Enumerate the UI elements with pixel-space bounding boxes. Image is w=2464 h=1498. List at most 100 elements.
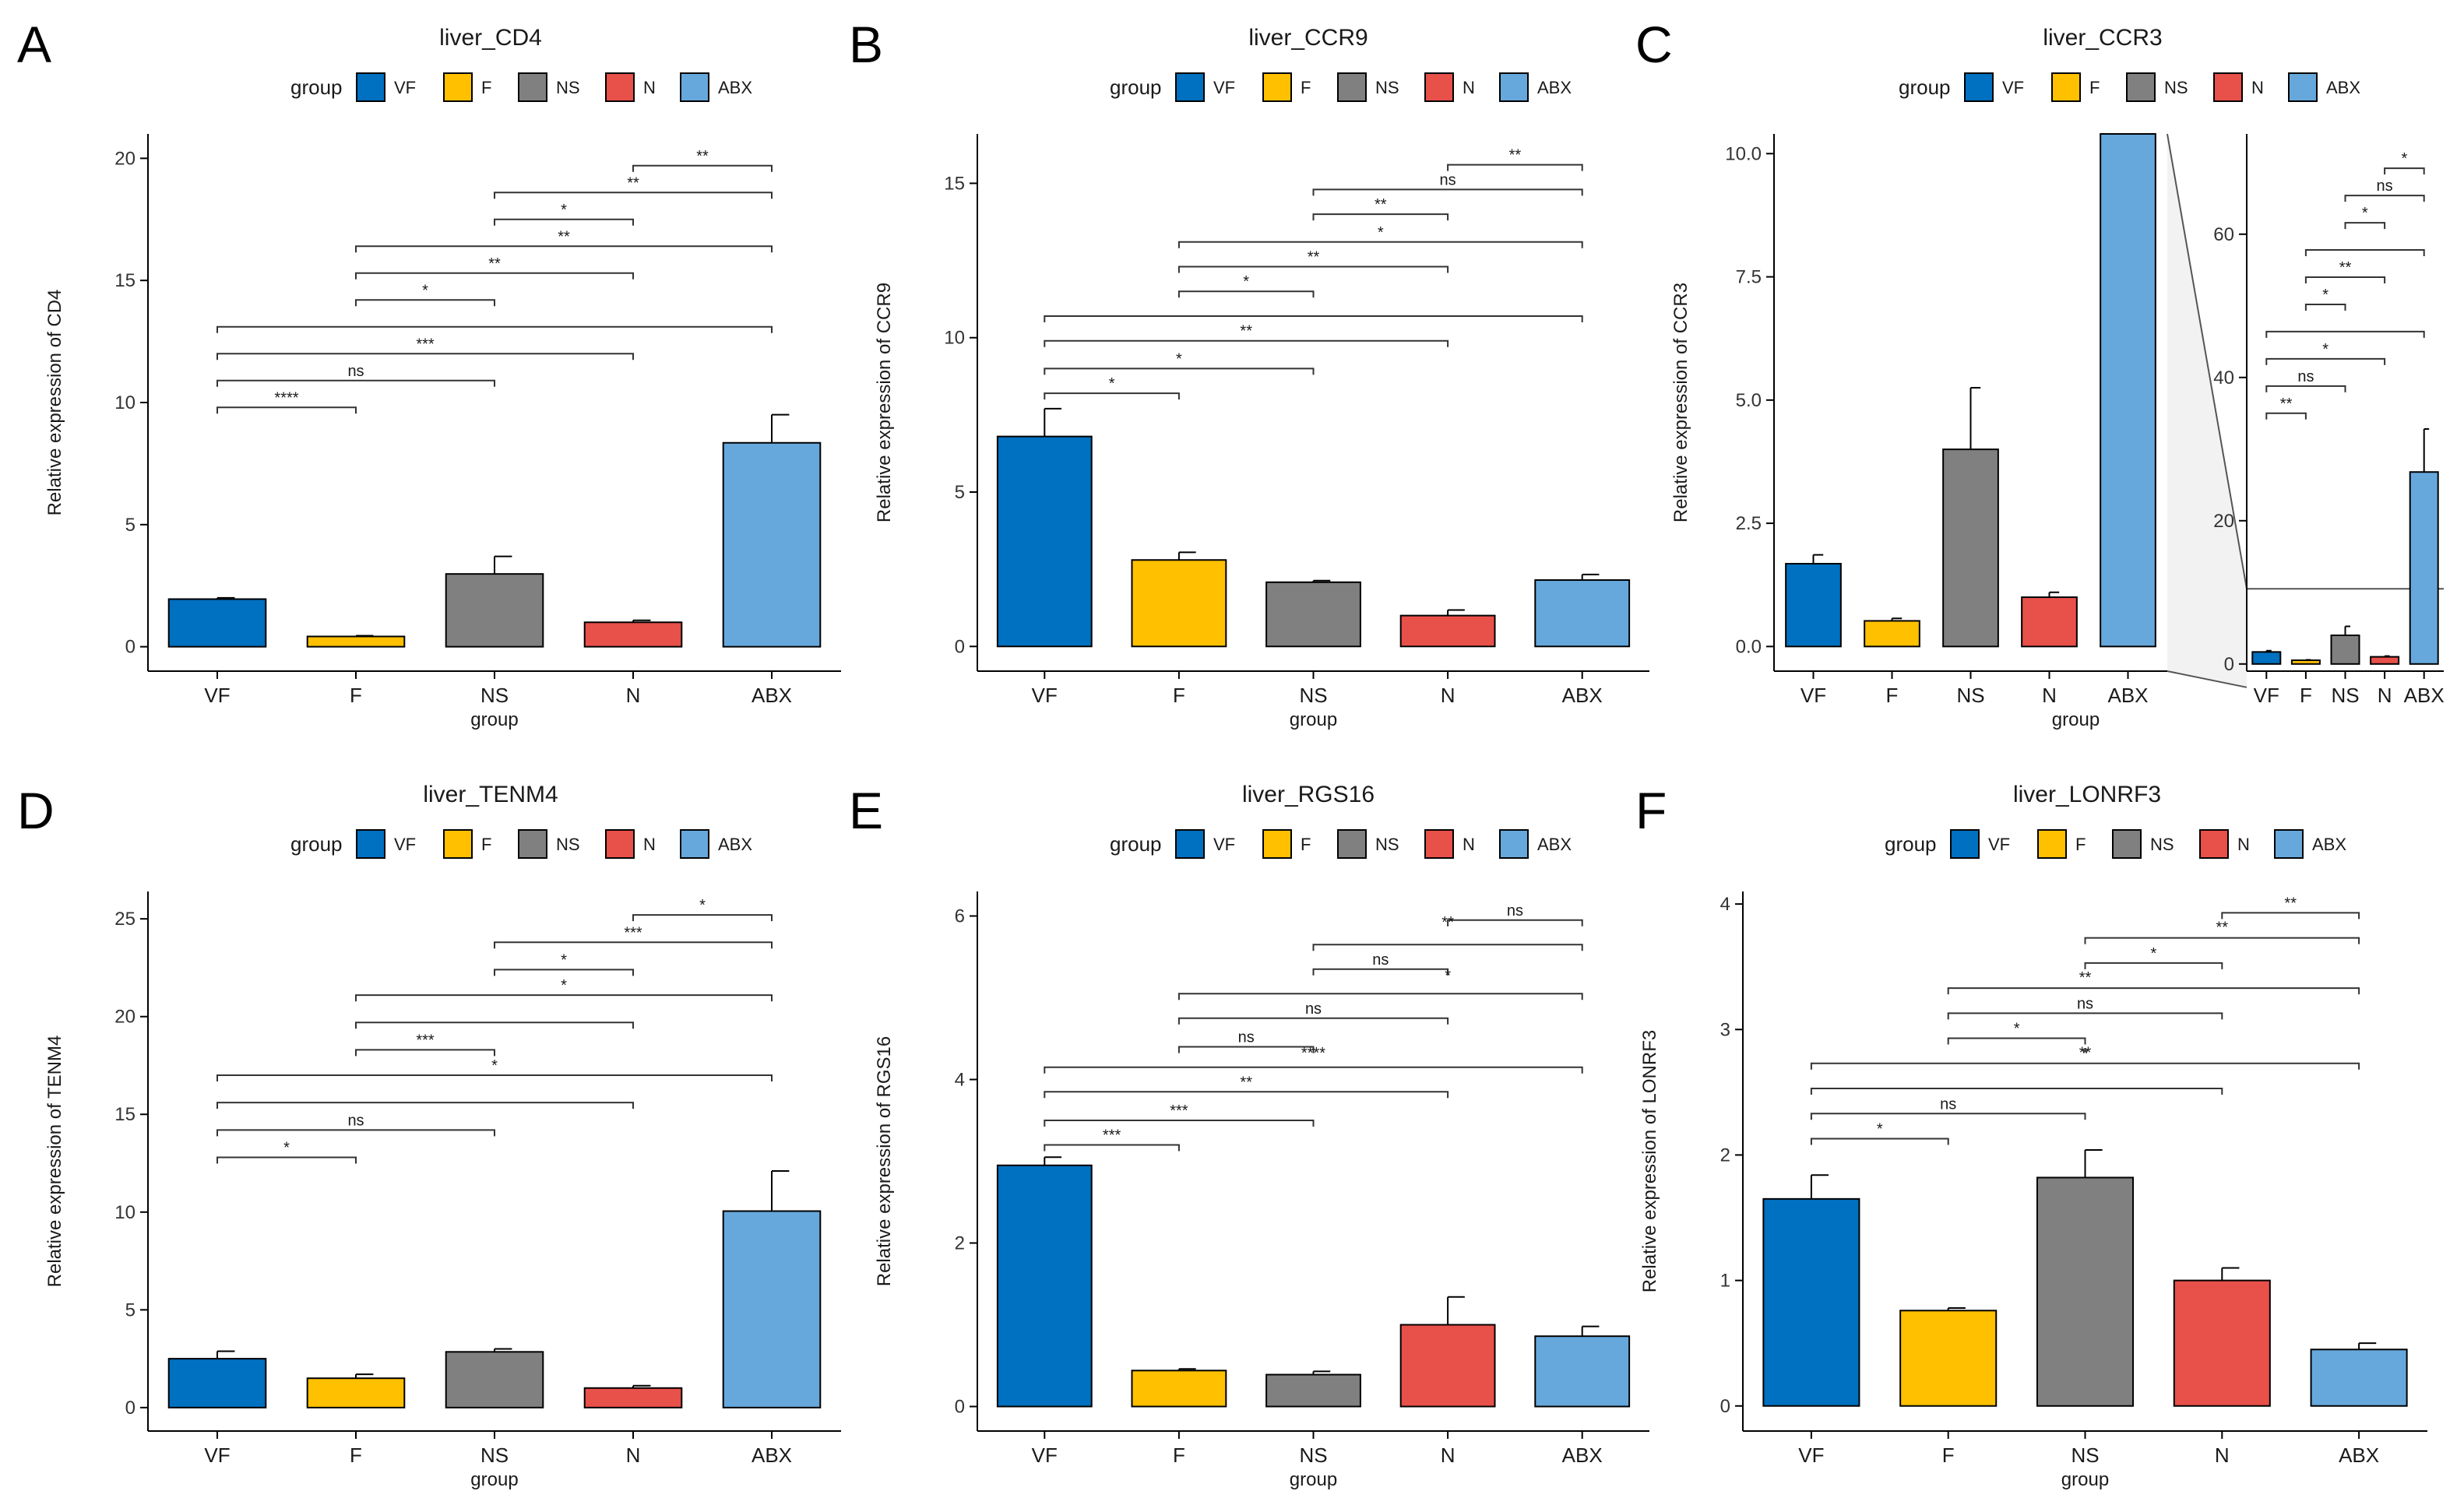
- error-bar-vf: [1812, 554, 1824, 564]
- x-tick-label-ns: NS: [2071, 1443, 2099, 1467]
- y-tick-label: 6: [955, 906, 965, 927]
- significance-bracket: [1312, 944, 1583, 951]
- legend-label-vf: VF: [394, 78, 416, 97]
- significance-label: *: [2151, 945, 2157, 962]
- panel-letter-A: A: [17, 16, 51, 73]
- significance-bracket: [2221, 912, 2360, 920]
- bar-vf: [167, 1358, 267, 1408]
- significance-bracket: [216, 1156, 357, 1164]
- significance-bracket: [1044, 1144, 1180, 1152]
- x-tick-label-vf: VF: [1800, 684, 1826, 707]
- legend-swatch-f: [443, 72, 473, 102]
- x-tick-label-f: F: [1173, 684, 1185, 707]
- significance-bracket: [2265, 412, 2307, 420]
- x-tick-label-vf: VF: [204, 1443, 230, 1467]
- legend-title: group: [290, 832, 343, 856]
- bar-n: [2370, 656, 2400, 665]
- x-tick-label-abx: ABX: [1562, 1443, 1603, 1467]
- x-tick-label-ns: NS: [480, 684, 509, 707]
- y-axis-title: Relative expression of CCR3: [1670, 283, 1691, 522]
- x-tick-label-vf: VF: [1798, 1443, 1824, 1467]
- y-axis-title: Relative expression of RGS16: [874, 1036, 895, 1287]
- error-bar-vf: [2265, 649, 2272, 652]
- y-axis-title: Relative expression of LONRF3: [1639, 1030, 1660, 1292]
- legend-swatch-vf: [356, 72, 385, 102]
- significance-label: *: [561, 951, 567, 969]
- significance-bracket: [2304, 249, 2425, 257]
- legend-swatch-vf: [1964, 72, 1994, 102]
- significance-label: *: [1877, 1120, 1883, 1138]
- y-tick-label: 60: [2213, 224, 2234, 245]
- legend-swatch-vf: [1175, 829, 1205, 859]
- legend-swatch-abx: [680, 829, 709, 859]
- significance-bracket: [2265, 357, 2386, 365]
- error-bar-ns: [1969, 387, 1981, 450]
- x-tick-label-f: F: [1886, 684, 1899, 707]
- significance-bracket: [494, 192, 773, 199]
- legend-label-f: F: [1301, 78, 1311, 97]
- legend-label-n: N: [2237, 835, 2250, 854]
- x-axis-title: group: [470, 1469, 518, 1490]
- x-tick-label-abx: ABX: [2404, 684, 2445, 707]
- legend-swatch-f: [2051, 72, 2081, 102]
- significance-label: **: [558, 228, 570, 245]
- significance-label: **: [1308, 249, 1320, 266]
- significance-bracket: [1447, 164, 1583, 171]
- significance-bracket: [494, 941, 773, 949]
- significance-label: ***: [416, 1032, 435, 1049]
- significance-label: **: [2284, 895, 2297, 912]
- significance-label: **: [1509, 147, 1522, 164]
- legend-swatch-ns: [518, 829, 547, 859]
- x-axis-title: group: [1290, 1469, 1337, 1490]
- x-tick-label-f: F: [1173, 1443, 1185, 1467]
- significance-bracket: [216, 353, 634, 360]
- significance-label: *: [2082, 1046, 2089, 1063]
- y-tick-label: 10: [114, 1202, 136, 1223]
- error-bar-n: [1447, 1296, 1465, 1325]
- legend-swatch-f: [1262, 72, 1292, 102]
- error-bar-abx: [771, 413, 790, 443]
- significance-label: ns: [1507, 902, 1523, 920]
- legend-swatch-vf: [1175, 72, 1205, 102]
- significance-bracket: [632, 164, 773, 172]
- significance-bracket: [355, 272, 634, 280]
- chart-title: liver_CCR9: [1248, 25, 1368, 51]
- significance-bracket: [494, 218, 634, 226]
- significance-bracket: [1044, 339, 1449, 347]
- error-bar-vf: [1810, 1174, 1829, 1199]
- bar-f: [1131, 559, 1227, 648]
- legend-label-ns: NS: [2164, 78, 2188, 97]
- x-tick-label-abx: ABX: [2107, 684, 2148, 707]
- significance-label: ****: [1301, 1045, 1325, 1062]
- error-bar-n: [2048, 591, 2060, 598]
- legend-swatch-n: [605, 72, 635, 102]
- y-tick-label: 20: [114, 148, 136, 169]
- significance-bracket: [1177, 290, 1315, 298]
- significance-label: *: [2402, 150, 2408, 167]
- y-tick-label: 2: [1720, 1145, 1730, 1166]
- legend-swatch-ns: [2126, 72, 2156, 102]
- significance-label: *: [2322, 341, 2328, 358]
- bar-abx: [2310, 1349, 2408, 1407]
- x-tick-label-f: F: [350, 1443, 362, 1467]
- error-bar-ns: [2084, 1149, 2103, 1178]
- legend-label-abx: ABX: [1537, 78, 1572, 97]
- bar-abx: [2100, 133, 2156, 648]
- legend-label-vf: VF: [1213, 835, 1235, 854]
- legend-panel-0: group VF F NS N ABX: [290, 72, 752, 102]
- bar-vf: [996, 1164, 1093, 1408]
- y-tick-label: 4: [955, 1070, 965, 1091]
- significance-label: *: [1243, 273, 1249, 290]
- significance-bracket: [1177, 993, 1583, 1000]
- legend-swatch-ns: [518, 72, 547, 102]
- significance-bracket: [1044, 1091, 1449, 1099]
- legend-swatch-n: [605, 829, 635, 859]
- significance-bracket: [1947, 1037, 2086, 1045]
- significance-label: *: [283, 1139, 290, 1156]
- legend-label-abx: ABX: [2326, 78, 2360, 97]
- bar-abx: [722, 1210, 822, 1408]
- y-tick-label: 0: [2224, 654, 2234, 675]
- x-tick-label-n: N: [2378, 684, 2392, 707]
- significance-label: ****: [274, 389, 298, 406]
